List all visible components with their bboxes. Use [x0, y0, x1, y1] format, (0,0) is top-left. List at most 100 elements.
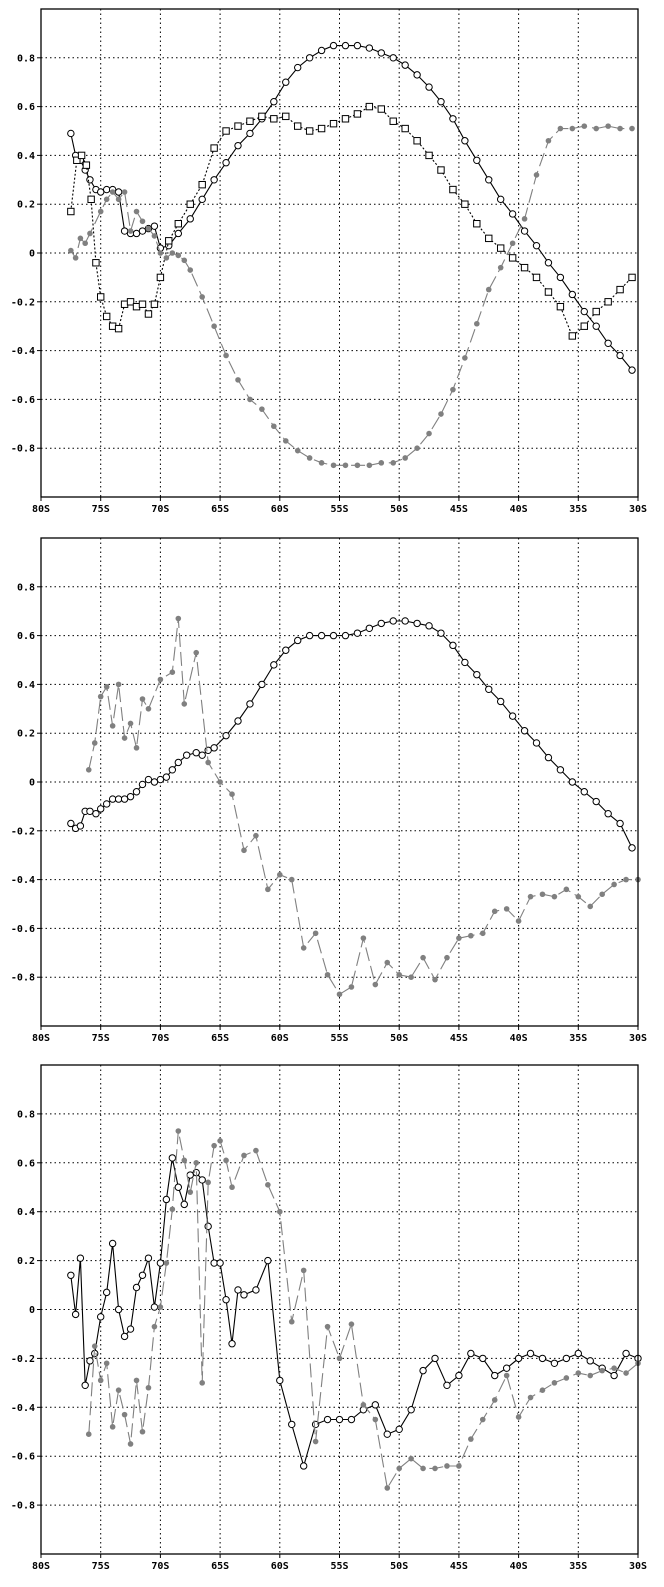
- series-1-point: [204, 1222, 212, 1231]
- series-3-point: [151, 233, 158, 239]
- series-1-point: [132, 229, 141, 238]
- series-1-point: [81, 1381, 89, 1389]
- chart-panel-2: 80S 75S 70S 65S 60S 55S 50S 45S 40S 35S 30S 0.8 0.6 0…: [11, 537, 647, 1044]
- series-1-point: [156, 1259, 165, 1267]
- series-1-point: [108, 1239, 117, 1248]
- series-2-point: [175, 615, 182, 622]
- series-1-point: [228, 1340, 236, 1348]
- series-2-point: [229, 1184, 235, 1191]
- series-1-point: [580, 788, 588, 796]
- series-2-point: [611, 1365, 617, 1371]
- series-1-point: [413, 71, 421, 79]
- series-2-point: [144, 310, 153, 318]
- series-3-point: [390, 460, 397, 466]
- series-1-point: [461, 658, 469, 667]
- series-1-point: [485, 176, 493, 184]
- x-tick-label: 50S: [390, 504, 408, 515]
- series-1-point: [174, 1183, 183, 1191]
- series-1-point: [467, 1349, 475, 1358]
- series-1-point: [616, 819, 624, 828]
- series-3-point: [199, 294, 205, 300]
- series-2-point: [503, 1372, 510, 1379]
- series-1-point: [532, 241, 541, 250]
- series-3-point: [306, 455, 313, 461]
- series-1-point: [240, 1291, 248, 1299]
- series-2-point: [258, 112, 266, 121]
- series-1-point: [520, 227, 529, 235]
- y-tick-label: 0: [29, 249, 35, 260]
- series-2-point: [92, 259, 100, 267]
- series-2-point: [575, 893, 582, 900]
- chart-panel-1: 80S 75S 70S 65S 60S 55S 50S 45S 40S 35S 30S 0.8 0.6 0…: [11, 8, 647, 515]
- x-tick-label: 80S: [32, 1561, 50, 1572]
- series-1-point: [86, 807, 94, 815]
- series-2-point: [169, 1206, 176, 1213]
- series-2-point: [241, 1152, 247, 1159]
- series-1-point: [294, 636, 302, 645]
- series-1-point: [461, 137, 469, 145]
- series-3-point: [366, 462, 373, 469]
- series-2-point: [91, 740, 98, 746]
- series-2-point: [115, 1387, 122, 1393]
- series-2-point: [205, 759, 211, 766]
- series-2-point: [270, 115, 278, 123]
- series-2-point: [246, 117, 254, 125]
- series-2-point: [150, 300, 159, 308]
- series-1-point: [162, 773, 171, 781]
- series-2-point: [97, 1377, 104, 1384]
- chart-panel-3: 80S 75S 70S 65S 60S 55S 50S 45S 40S 35S 30S 0.8 0.6 0…: [11, 1064, 647, 1572]
- series-1-point: [144, 1254, 153, 1262]
- series-2-point: [229, 791, 235, 797]
- series-2-point: [515, 918, 522, 924]
- series-2-point: [377, 105, 385, 113]
- plot-frame: [40, 537, 639, 1027]
- series-2-point: [317, 124, 326, 133]
- series-2-point: [568, 332, 577, 340]
- series-3-point: [157, 250, 164, 256]
- series-1-point: [120, 795, 129, 803]
- series-2-point: [138, 300, 147, 308]
- series-2-point: [539, 891, 546, 898]
- series-2-point: [145, 706, 152, 712]
- x-tick-label: 55S: [330, 1561, 348, 1572]
- series-2-point: [253, 1147, 259, 1154]
- series-1-point: [305, 631, 314, 640]
- series-1-point: [264, 1256, 272, 1265]
- series-1-point: [389, 54, 397, 62]
- series-3-point: [247, 396, 253, 403]
- series-1-point: [270, 661, 278, 669]
- series-2-point: [85, 1431, 92, 1437]
- series-1-point: [234, 141, 242, 150]
- x-tick-label: 75S: [92, 1561, 110, 1572]
- series-2-point: [163, 1260, 170, 1266]
- series-1-point: [86, 1357, 94, 1365]
- series-2-point: [157, 676, 164, 683]
- series-1-point: [556, 273, 565, 282]
- series-2-point: [461, 200, 469, 208]
- series-3-point: [169, 250, 176, 256]
- series-2-point: [444, 1463, 450, 1469]
- series-2-point: [186, 200, 194, 208]
- series-1-point: [114, 1305, 123, 1314]
- series-1-point: [252, 1286, 260, 1294]
- series-1-point: [538, 1354, 547, 1363]
- series-1-point: [305, 54, 314, 62]
- series-2-point: [241, 847, 247, 854]
- series-1-point: [604, 810, 612, 818]
- series-3-point: [115, 196, 122, 203]
- series-1-point: [568, 778, 577, 786]
- series-1-point: [395, 1425, 403, 1434]
- series-2-point: [132, 302, 141, 311]
- x-tick-label: 30S: [629, 1561, 647, 1572]
- series-2-point: [288, 876, 295, 883]
- series-2-point: [372, 1416, 379, 1423]
- x-tick-label: 30S: [629, 504, 647, 515]
- series-2-point: [408, 974, 414, 980]
- series-3-point: [77, 235, 84, 242]
- series-1-point: [150, 222, 159, 230]
- x-tick-label: 70S: [151, 504, 169, 515]
- series-2-point: [211, 1142, 217, 1149]
- y-tick-label: 0: [29, 778, 35, 789]
- y-tick-label: -0.6: [11, 395, 35, 406]
- series-1-point: [616, 351, 624, 360]
